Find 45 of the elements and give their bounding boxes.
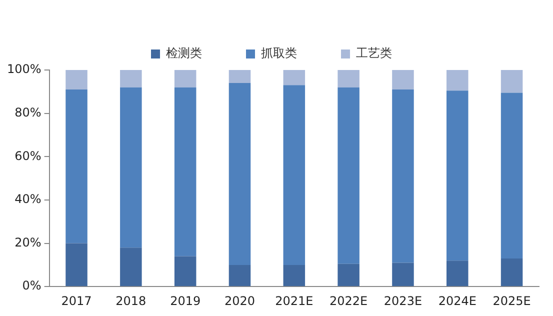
legend-label: 工艺类 <box>356 46 392 60</box>
bar <box>174 256 196 286</box>
bar <box>66 89 88 244</box>
bar <box>500 92 523 258</box>
bar <box>174 87 196 256</box>
bar <box>392 89 414 263</box>
bar <box>338 70 360 88</box>
bar <box>283 85 306 265</box>
bar <box>66 70 88 90</box>
y-tick-label: 40% <box>14 192 42 206</box>
x-tick-label: 2018 <box>116 294 146 308</box>
bar <box>228 82 251 265</box>
x-tick-label: 2021E <box>275 294 314 308</box>
bar <box>120 248 142 286</box>
bar <box>283 70 306 86</box>
bar <box>392 262 414 286</box>
bar <box>283 264 306 286</box>
bar <box>500 258 523 286</box>
x-tick-label: 2024E <box>438 294 476 308</box>
bar <box>120 70 142 88</box>
legend-label: 检测类 <box>166 46 202 60</box>
bar <box>66 243 88 286</box>
bar <box>174 70 196 88</box>
bar <box>228 264 251 286</box>
bar <box>446 70 468 91</box>
y-tick-label: 100% <box>6 62 42 76</box>
bar <box>338 264 360 286</box>
x-tick-label: 2020 <box>224 294 256 308</box>
bar <box>446 90 468 261</box>
bar <box>446 260 468 286</box>
x-tick-label: 2022E <box>330 294 368 308</box>
y-tick-label: 80% <box>14 105 42 120</box>
y-tick-label: 60% <box>14 148 42 163</box>
bar <box>500 70 523 93</box>
legend-label: 抓取类 <box>261 46 297 60</box>
bar <box>120 87 142 248</box>
x-tick-label: 2025E <box>492 294 531 308</box>
bar <box>228 70 251 83</box>
y-tick-label: 0% <box>22 278 42 293</box>
x-tick-label: 2019 <box>170 294 201 308</box>
y-tick-label: 20% <box>14 235 42 250</box>
x-tick-label: 2023E <box>384 294 422 308</box>
bar <box>392 70 414 90</box>
bar <box>338 87 360 264</box>
x-tick-label: 2017 <box>61 294 92 308</box>
